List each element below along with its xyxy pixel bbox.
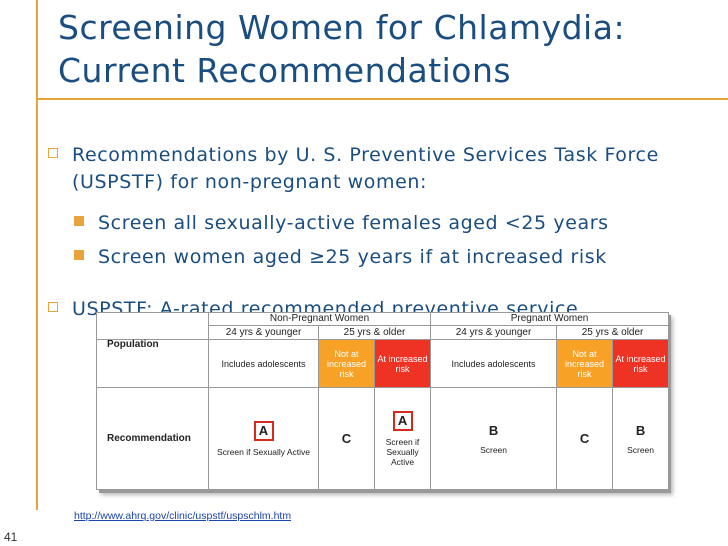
pop-np-old-not-risk: Not at increased risk [318, 339, 375, 388]
pop-p-young: Includes adolescents [430, 339, 558, 388]
age-col-np-young: 24 yrs & younger [208, 325, 319, 340]
group-header-nonpregnant: Non-Pregnant Women [207, 312, 432, 326]
pop-p-old-at-risk: At increased risk [612, 339, 670, 388]
pop-p-old-not-risk: Not at increased risk [556, 339, 614, 388]
grade-badge: C [341, 430, 352, 446]
rec-p-young: B Screen [430, 387, 558, 490]
bullet-square-icon [48, 148, 58, 158]
rec-p-old-at-risk: B Screen [612, 387, 670, 490]
source-link[interactable]: http://www.ahrq.gov/clinic/uspstf/uspsch… [74, 510, 292, 522]
grade-note: Screen if Sexually Active [385, 436, 420, 467]
sub-bullet-text: Screen all sexually-active females aged … [98, 212, 609, 234]
group-header-pregnant: Pregnant Women [430, 312, 670, 326]
bullet-uspstf-recommendations: Recommendations by U. S. Preventive Serv… [48, 142, 698, 196]
grade-note: Screen [480, 444, 507, 455]
slide-title: Screening Women for Chlamydia: Current R… [58, 6, 718, 92]
sub-bullet-under-25: Screen all sexually-active females aged … [74, 210, 609, 237]
grade-badge: B [488, 422, 499, 438]
age-col-np-old: 25 yrs & older [317, 325, 432, 340]
row-label-population: Population [96, 339, 209, 388]
grade-badge: A [392, 410, 413, 431]
pop-np-old-at-risk: At increased risk [373, 339, 432, 388]
rec-np-young: A Screen if Sexually Active [208, 387, 319, 490]
grade-badge: C [579, 430, 590, 446]
sub-bullet-square-icon [74, 250, 84, 260]
bullet-text: Recommendations by U. S. Preventive Serv… [72, 144, 659, 193]
age-col-p-young: 24 yrs & younger [430, 325, 558, 340]
sub-bullet-square-icon [74, 216, 84, 226]
grade-badge: B [635, 422, 646, 438]
pop-np-young: Includes adolescents [208, 339, 319, 388]
accent-vertical-line [36, 0, 38, 510]
title-line-2: Current Recommendations [58, 51, 512, 90]
rec-p-old-not-risk: C [556, 387, 614, 490]
bullet-square-icon [48, 302, 58, 312]
recommendation-table: Non-Pregnant Women Pregnant Women 24 yrs… [96, 312, 670, 490]
slide-number: 41 [4, 530, 18, 544]
grade-badge: A [253, 420, 274, 441]
age-col-p-old: 25 yrs & older [556, 325, 670, 340]
grade-note: Screen if Sexually Active [216, 446, 311, 457]
accent-horizontal-line [36, 98, 728, 100]
title-line-1: Screening Women for Chlamydia: [58, 8, 626, 47]
sub-bullet-25-plus: Screen women aged ≥25 years if at increa… [74, 244, 607, 271]
rec-np-old-not-risk: C [318, 387, 375, 490]
sub-bullet-text: Screen women aged ≥25 years if at increa… [98, 246, 607, 268]
table-corner [96, 312, 209, 340]
rec-np-old-at-risk: A Screen if Sexually Active [373, 387, 432, 490]
grade-note: Screen [627, 444, 654, 455]
row-label-recommendation: Recommendation [96, 387, 209, 490]
